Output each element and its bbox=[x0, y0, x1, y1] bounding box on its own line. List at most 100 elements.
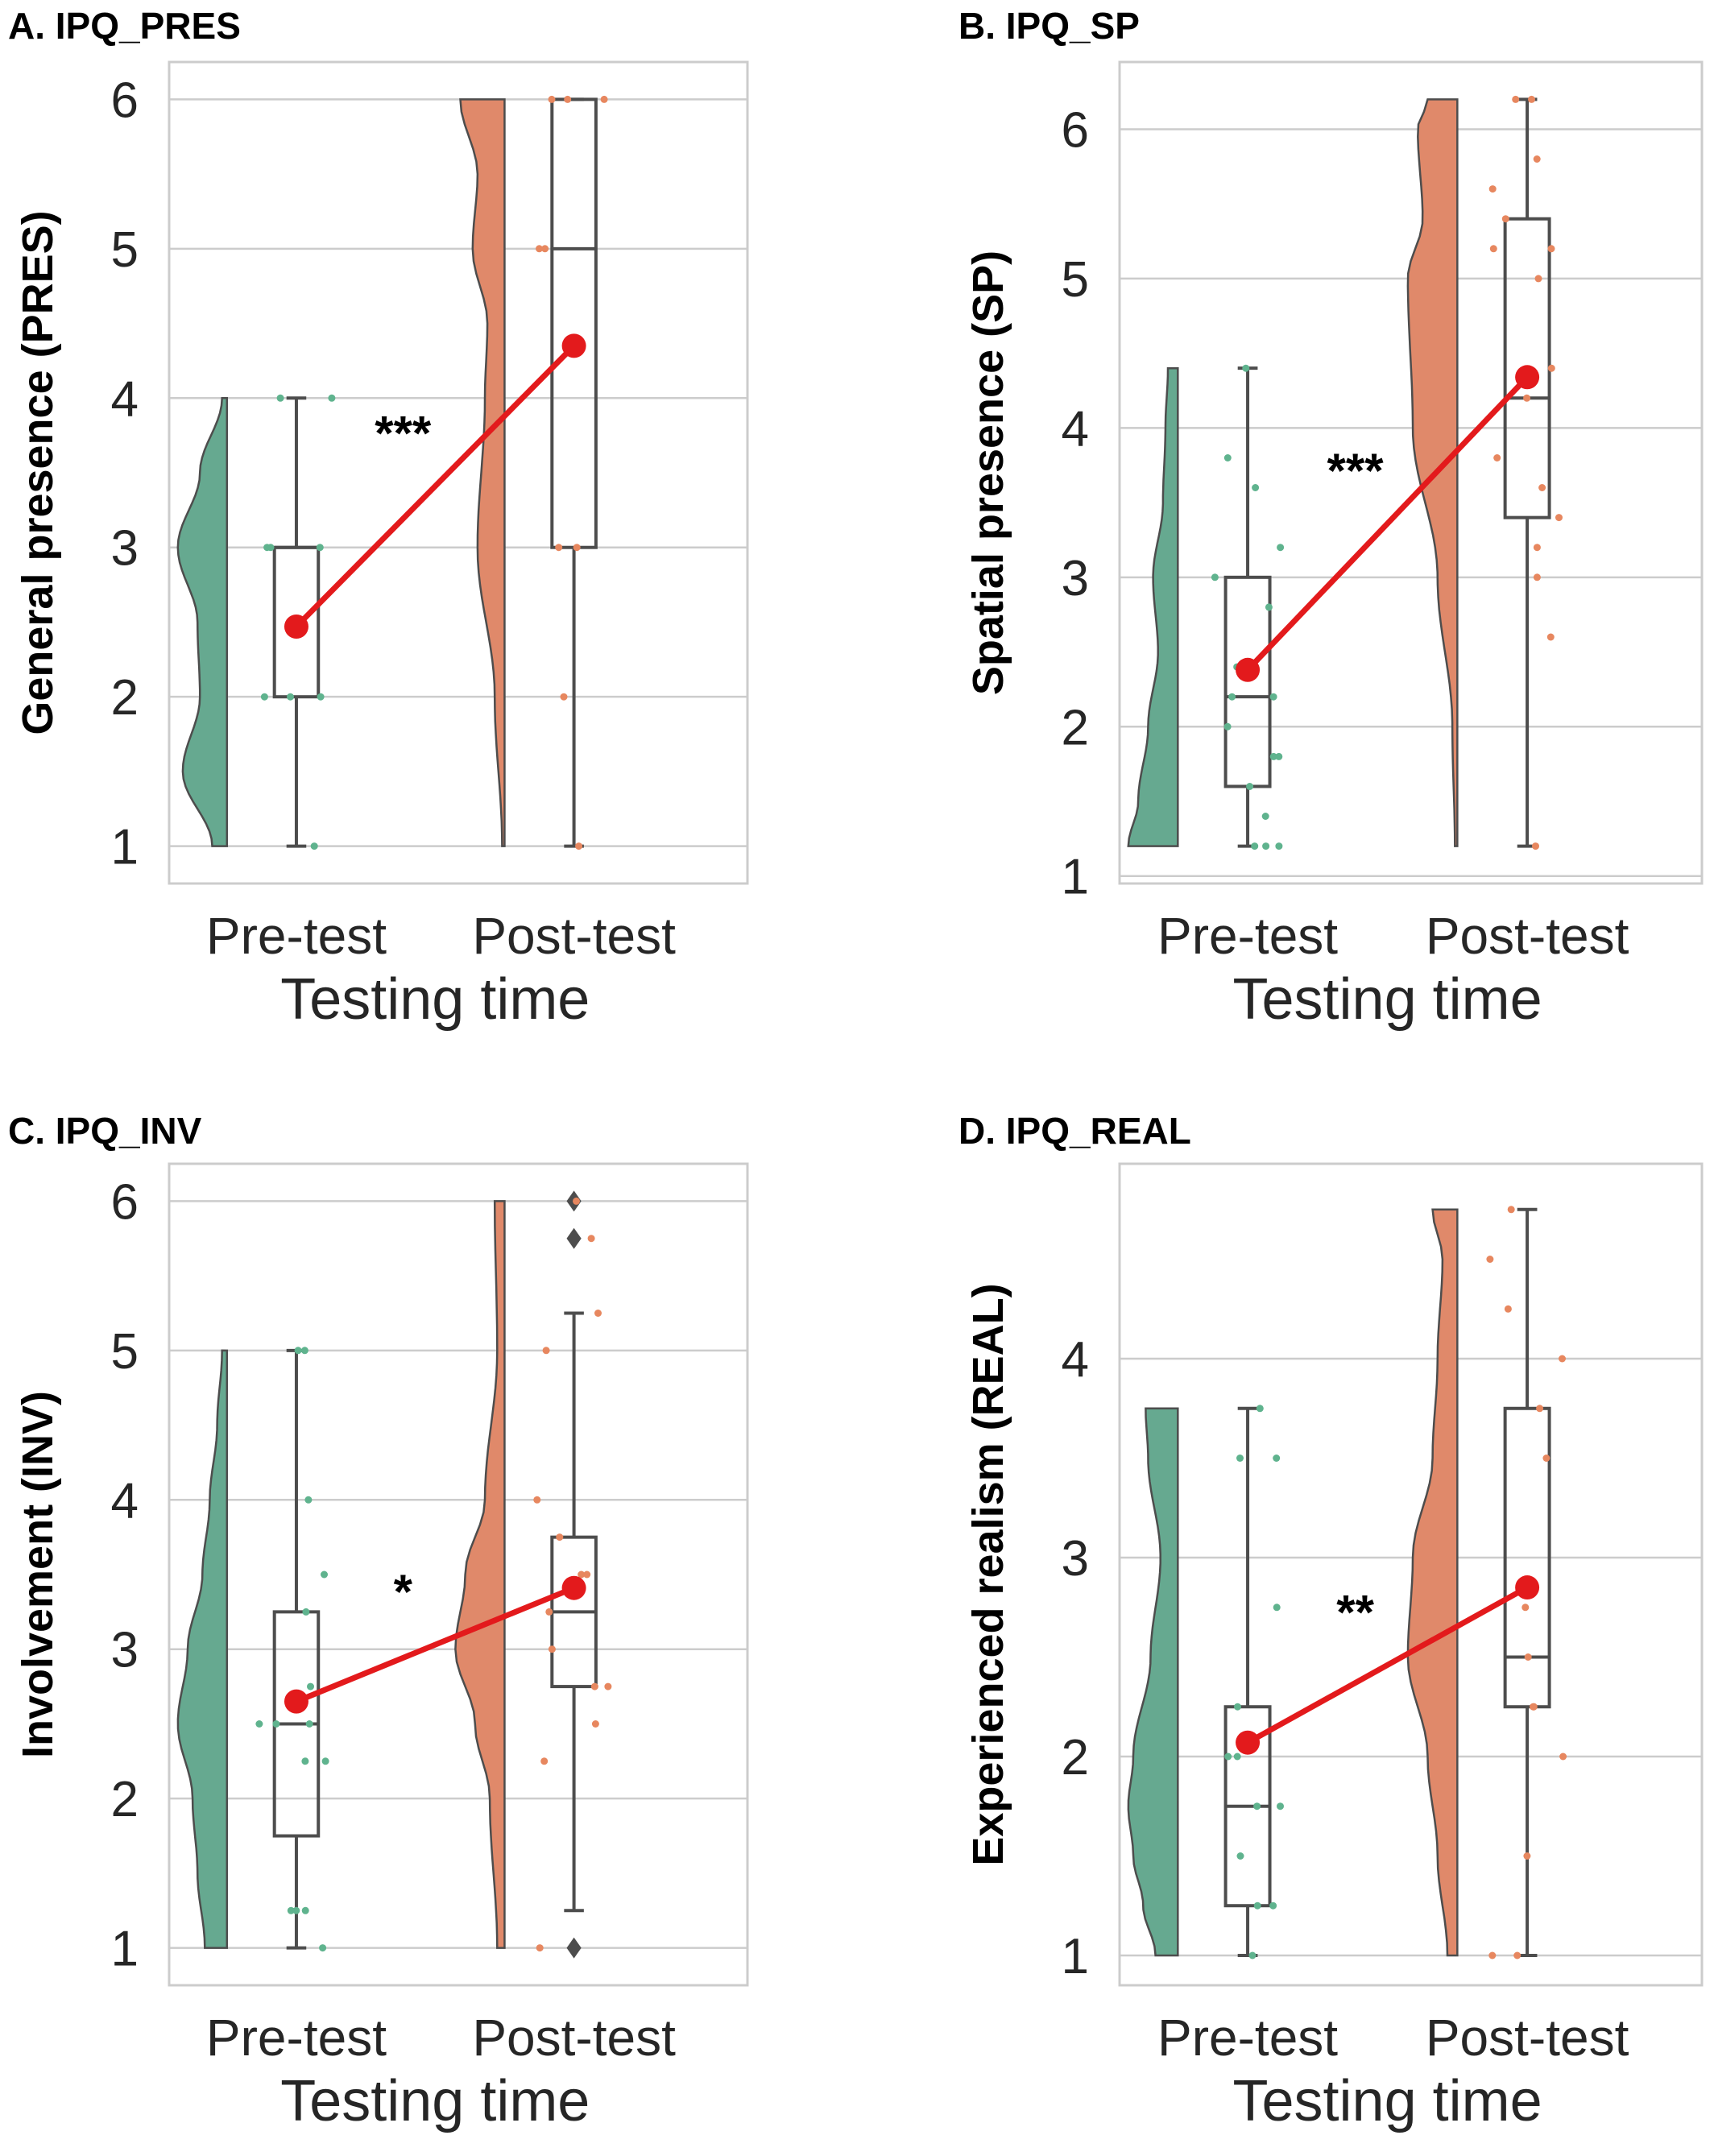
y-tick-label: 4 bbox=[111, 1473, 139, 1529]
significance-stars: * bbox=[394, 1565, 413, 1619]
panel-b: B. IPQ_SP 1 2 3 4 5 6 Spatial presence (SP) Pre-… bbox=[958, 5, 1704, 1032]
pre-data-point bbox=[294, 1347, 302, 1355]
pre-data-point bbox=[1223, 454, 1232, 461]
post-data-point bbox=[1488, 1951, 1497, 1959]
y-tick-label: 3 bbox=[111, 1623, 139, 1678]
significance-stars: *** bbox=[375, 407, 432, 461]
pre-data-point bbox=[276, 394, 284, 402]
y-tick-label: 5 bbox=[111, 222, 139, 278]
pre-data-point bbox=[1228, 693, 1236, 701]
x-tick-label: Pre-test bbox=[1157, 2009, 1338, 2067]
pre-data-point bbox=[1273, 1455, 1281, 1462]
pre-data-point bbox=[1277, 1802, 1284, 1810]
pre-data-point bbox=[1269, 752, 1277, 760]
significance-stars: ** bbox=[1336, 1585, 1374, 1639]
panel-name: IPQ_PRES bbox=[56, 5, 241, 47]
pre-data-point bbox=[300, 1347, 308, 1355]
post-data-point bbox=[590, 1682, 598, 1690]
post-data-point bbox=[575, 842, 583, 850]
pre-data-point bbox=[1256, 1405, 1264, 1413]
post-density-cloud bbox=[459, 98, 506, 847]
y-tick-label: 1 bbox=[111, 1922, 139, 1977]
pre-data-point bbox=[1211, 573, 1219, 581]
mean-connector-line bbox=[1246, 1584, 1529, 1745]
pre-data-point bbox=[1223, 722, 1232, 730]
pre-data-point bbox=[1233, 1753, 1241, 1761]
post-data-point bbox=[555, 544, 563, 552]
pre-mean-marker bbox=[284, 615, 308, 639]
post-data-point bbox=[1532, 842, 1539, 850]
pre-data-point bbox=[1275, 752, 1283, 760]
post-data-point bbox=[1488, 185, 1497, 193]
pre-data-point bbox=[287, 1906, 295, 1914]
pre-data-point bbox=[260, 693, 268, 701]
post-data-point bbox=[1533, 155, 1541, 163]
mean-connector-line bbox=[294, 343, 577, 629]
outlier-marker bbox=[566, 1937, 582, 1959]
pre-boxplot bbox=[1223, 366, 1272, 848]
post-boxplot bbox=[550, 1190, 598, 1959]
post-data-point bbox=[1493, 454, 1501, 461]
post-data-point bbox=[548, 1645, 556, 1653]
x-axis-label: Testing time bbox=[1233, 967, 1542, 1032]
post-data-point bbox=[1523, 1852, 1531, 1860]
y-tick-label: 3 bbox=[111, 521, 139, 577]
post-data-point bbox=[540, 1757, 549, 1765]
panel-letter: D. bbox=[958, 1110, 996, 1152]
pre-data-point bbox=[1262, 842, 1270, 850]
post-data-point bbox=[573, 1197, 580, 1205]
post-data-point bbox=[1533, 573, 1541, 581]
post-data-point bbox=[1542, 1455, 1550, 1462]
y-tick-label: 4 bbox=[111, 371, 139, 427]
y-axis-label: Spatial presence (SP) bbox=[964, 250, 1012, 695]
mean-connector-line bbox=[1245, 375, 1530, 672]
panel-a: A. IPQ_PRES 1 2 3 4 5 6 General presence (PRES)… bbox=[8, 5, 749, 1032]
pre-data-point bbox=[272, 1720, 280, 1728]
y-tick-label: 5 bbox=[111, 1324, 139, 1380]
pre-data-point bbox=[1236, 1852, 1244, 1860]
plot-frame bbox=[168, 1162, 749, 1987]
y-tick-label: 1 bbox=[111, 820, 139, 875]
y-axis-label: Involvement (INV) bbox=[14, 1391, 62, 1758]
post-data-point bbox=[1524, 1653, 1532, 1661]
post-data-point bbox=[548, 95, 556, 103]
y-axis-label: General presence (PRES) bbox=[14, 210, 62, 735]
post-data-point bbox=[1546, 633, 1555, 641]
y-axis-label: Experienced realism (REAL) bbox=[964, 1283, 1012, 1865]
pre-data-point bbox=[307, 1682, 314, 1690]
post-mean-marker bbox=[561, 333, 586, 358]
pre-data-point bbox=[1242, 364, 1250, 372]
pre-data-point bbox=[255, 1720, 263, 1728]
pre-data-point bbox=[1269, 1902, 1277, 1910]
pre-data-point bbox=[321, 1570, 328, 1579]
plot-frame bbox=[168, 60, 749, 885]
x-axis-label: Testing time bbox=[1233, 2069, 1542, 2133]
post-data-point bbox=[533, 1496, 541, 1504]
pre-data-point bbox=[1246, 783, 1254, 790]
y-tick-label: 1 bbox=[1062, 850, 1089, 905]
significance-stars: *** bbox=[1327, 444, 1385, 498]
pre-density-cloud bbox=[1127, 1407, 1179, 1957]
x-tick-label: Post-test bbox=[472, 907, 676, 965]
post-data-point bbox=[1486, 1256, 1494, 1263]
pre-data-point bbox=[1273, 1604, 1281, 1612]
post-data-point bbox=[1555, 514, 1563, 522]
post-data-point bbox=[604, 1682, 612, 1690]
y-tick-label: 6 bbox=[111, 1174, 139, 1230]
post-data-point bbox=[542, 1347, 550, 1355]
pre-density-cloud bbox=[1127, 366, 1179, 847]
y-tick-label: 2 bbox=[111, 1772, 139, 1827]
mean-connector-line bbox=[295, 1585, 575, 1704]
pre-data-point bbox=[1236, 1455, 1244, 1462]
post-data-point bbox=[541, 245, 549, 253]
post-data-point bbox=[1512, 95, 1520, 103]
post-boxplot bbox=[1503, 97, 1551, 848]
panel-letter: C. bbox=[8, 1110, 45, 1152]
post-boxplot bbox=[550, 97, 598, 848]
y-tick-label: 3 bbox=[1062, 551, 1089, 606]
y-tick-label: 3 bbox=[1062, 1531, 1089, 1587]
post-data-point bbox=[536, 245, 543, 253]
pre-mean-marker bbox=[284, 1689, 308, 1714]
pre-data-point bbox=[328, 394, 336, 402]
pre-data-point bbox=[302, 1608, 310, 1616]
